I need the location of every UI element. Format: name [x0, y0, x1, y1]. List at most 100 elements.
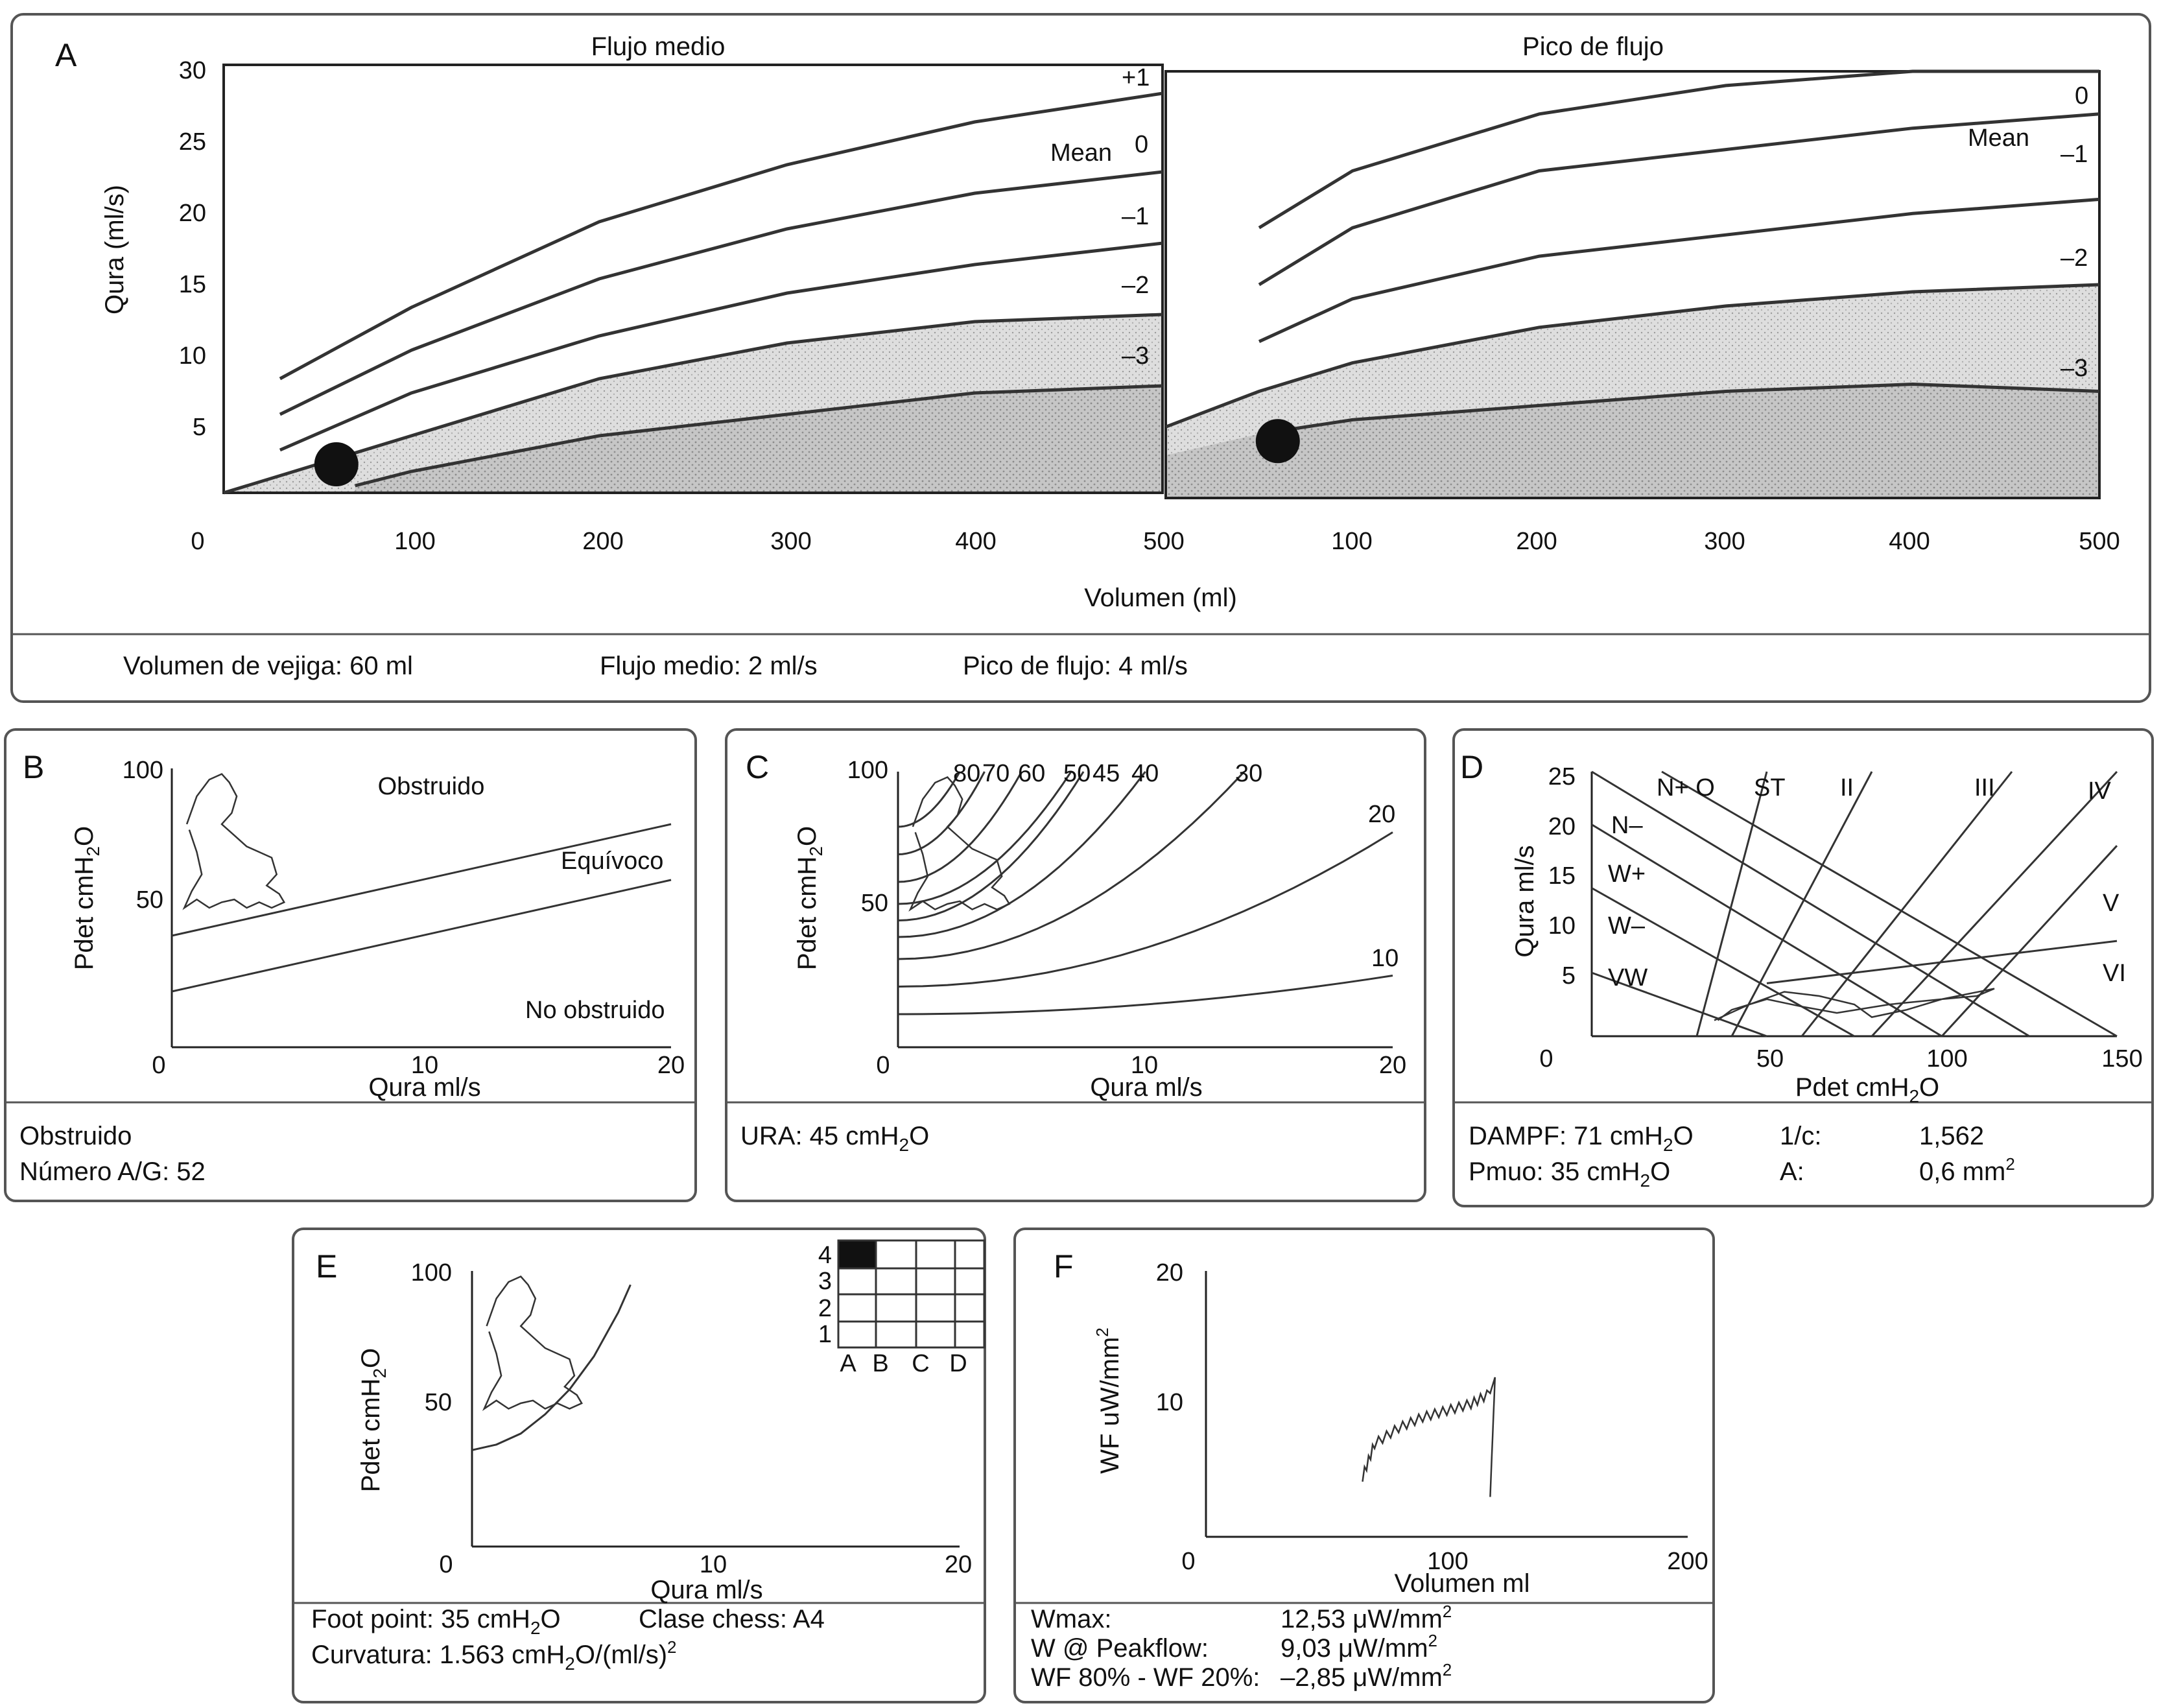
panel-b-xlabel: Qura ml/s: [368, 1073, 480, 1102]
d-series-iii: [1801, 771, 2013, 1037]
c-label-80: 80: [953, 760, 980, 787]
a-right-x-tick-400: 400: [1889, 528, 1930, 555]
d-info-1c-label: 1/c:: [1780, 1122, 1821, 1150]
a-left-series-minus2: [223, 313, 1163, 495]
a-right-low-band: [1166, 384, 2099, 498]
c-label-10: 10: [1371, 945, 1399, 972]
panel-c-ylabel: Pdet cmH2O: [793, 826, 826, 970]
c-label-20: 20: [1368, 801, 1395, 828]
b-series-obstruido-equ-voco: [171, 823, 672, 937]
c-series-10: [897, 975, 1393, 1015]
c-series-40: [897, 771, 1146, 938]
a-right-series-minus2: [1258, 197, 2100, 343]
c-x-tick-0: 0: [876, 1052, 890, 1079]
panel-e-letter: E: [316, 1248, 337, 1285]
b-x-tick-20: 20: [657, 1052, 685, 1079]
a-info-peak-flow: Pico de flujo: 4 ml/s: [963, 652, 1188, 680]
panel-c: C Pdet cmH2O Qura ml/s 100 50 0 10 20 80…: [725, 728, 1426, 1202]
a-info-volume: Volumen de vejiga: 60 ml: [123, 652, 413, 680]
panel-d-zone-labels: N– W+ W– VW N+ O ST II III IV V VI: [1608, 774, 2126, 991]
c-series-45: [897, 771, 1085, 921]
b-pressure-flow-trace: [182, 773, 286, 910]
d-info-pmuo: Pmuo: 35 cmH2O: [1469, 1157, 1670, 1191]
f-info-wmax-value: 12,53 μW/mm2: [1281, 1602, 1452, 1633]
d-series-vi: [1766, 940, 2118, 984]
c-series-30: [897, 770, 1246, 960]
d-y-tick-15: 15: [1548, 862, 1576, 890]
c-info: URA: 45 cmH2O: [740, 1122, 929, 1155]
c-label-70: 70: [982, 760, 1010, 787]
d-y-tick-20: 20: [1548, 813, 1576, 840]
c-series-20: [897, 831, 1393, 988]
d-x-tick-50: 50: [1756, 1045, 1784, 1073]
c-label-60: 60: [1018, 760, 1045, 787]
d-label-n-minus: N–: [1611, 812, 1643, 839]
e-grid-row-1: 1: [818, 1321, 832, 1348]
b-info-line1: Obstruido: [19, 1122, 132, 1150]
panel-f: F WF uW/mm2 Volumen ml 20 10 0 100 200 W…: [1013, 1228, 1715, 1703]
panel-e-ylabel: Pdet cmH2O: [357, 1348, 390, 1492]
c-pressure-flow-trace: [908, 776, 1011, 912]
a-right-sd-minus3: –3: [2061, 355, 2088, 382]
d-series-ii: [1730, 771, 1873, 1037]
d-x-tick-150: 150: [2101, 1045, 2142, 1073]
a-left-series-0: [279, 170, 1163, 416]
f-info-wpeak-label: W @ Peakflow:: [1031, 1634, 1209, 1663]
panel-f-ylabel: WF uW/mm2: [1092, 1327, 1124, 1474]
d-series-st: [1661, 770, 2118, 1038]
a-y-tick-10: 10: [179, 342, 206, 370]
e-grid-row-2: 2: [818, 1295, 832, 1322]
panel-b-letter: B: [23, 749, 44, 785]
a-right-patient-point: [1255, 419, 1300, 464]
a-right-series-minus1: [1258, 112, 2100, 287]
c-y-tick-100: 100: [847, 757, 888, 784]
d-series-iv: [1871, 770, 2118, 1038]
c-y-tick-50: 50: [861, 890, 888, 917]
a-right-x-tick-100: 100: [1331, 528, 1372, 555]
d-label-iii: III: [1974, 774, 1995, 801]
e-x-tick-0: 0: [439, 1551, 453, 1578]
panel-d-plot: [1590, 770, 2118, 1038]
panel-e: E Pdet cmH2O Qura ml/s 100 50 0 10 20 4 …: [292, 1228, 986, 1703]
c-x-tick-10: 10: [1131, 1052, 1158, 1079]
d-info-a-value: 0,6 mm2: [1919, 1154, 2015, 1186]
panel-c-curve-labels: 80 70 60 50 45 40 30 20 10: [953, 760, 1399, 972]
panel-a-y-tick-labels: 30 25 20 15 10 5: [179, 57, 206, 441]
d-series-nplus-o: [1695, 771, 1768, 1037]
a-left-patient-point: [314, 442, 359, 486]
b-series-equ-voco-no-obstruido: [171, 879, 672, 993]
a-left-sd-minus1: –1: [1122, 203, 1149, 230]
panel-b-plot: [171, 768, 672, 1049]
panel-d-letter: D: [1460, 749, 1483, 785]
a-x-tick-500: 500: [1143, 528, 1184, 555]
e-info-chess: Clase chess: A4: [639, 1605, 825, 1633]
c-label-50: 50: [1063, 760, 1091, 787]
e-grid-col-b: B: [872, 1350, 888, 1377]
e-x-tick-10: 10: [700, 1551, 727, 1578]
f-info-wpeak-value: 9,03 μW/mm2: [1281, 1631, 1437, 1663]
a-info-mean-flow: Flujo medio: 2 ml/s: [600, 652, 818, 680]
f-info-wmax-label: Wmax:: [1031, 1605, 1111, 1633]
a-left-series-minus1: [279, 241, 1163, 452]
d-label-vi: VI: [2103, 960, 2126, 987]
e-y-tick-50: 50: [425, 1389, 452, 1416]
a-left-sd-plus1: +1: [1122, 64, 1150, 91]
d-y-tick-0: 0: [1539, 1045, 1553, 1073]
d-series-wminus: [1591, 887, 1855, 1038]
d-series-v: [1941, 845, 2118, 1038]
panel-a-letter: A: [55, 37, 77, 73]
b-x-tick-10: 10: [411, 1052, 438, 1079]
b-zone-equivocal: Equívoco: [561, 848, 663, 875]
e-grid-row-4: 4: [818, 1242, 832, 1269]
d-y-tick-5: 5: [1562, 962, 1576, 990]
d-info-dampf: DAMPF: 71 cmH2O: [1469, 1122, 1694, 1155]
d-label-w-minus: W–: [1608, 912, 1646, 940]
c-series-70: [897, 771, 986, 855]
a-y-tick-5: 5: [193, 414, 206, 441]
a-y-tick-20: 20: [179, 200, 206, 227]
f-y-tick-20: 20: [1156, 1259, 1183, 1287]
f-info-wf-label: WF 80% - WF 20%:: [1031, 1663, 1260, 1692]
e-grid-row-3: 3: [818, 1268, 832, 1295]
panel-f-letter: F: [1054, 1248, 1074, 1285]
